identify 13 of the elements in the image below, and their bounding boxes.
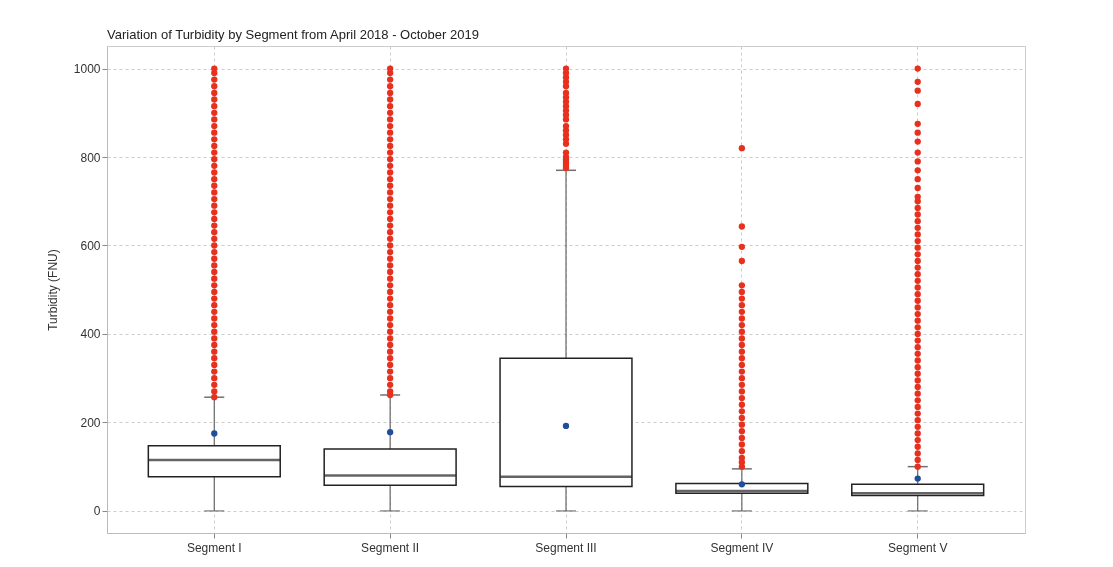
y-axis-title: Turbidity (FNU)	[45, 249, 60, 331]
chart-title: Variation of Turbidity by Segment from April 2018 - October 2019	[107, 27, 479, 42]
x-tick-label: Segment V	[888, 540, 948, 555]
y-tick-label: 200	[80, 415, 101, 430]
y-tick-label: 0	[93, 504, 101, 519]
y-tick-label: 400	[80, 327, 101, 342]
x-tick-label: Segment IV	[710, 540, 774, 555]
y-tick-label: 800	[80, 150, 101, 165]
x-tick-label: Segment I	[186, 540, 242, 555]
x-tick-label: Segment II	[361, 540, 420, 555]
y-tick-label: 600	[80, 238, 101, 253]
x-tick-label: Segment III	[535, 540, 597, 555]
y-tick-label: 1000	[73, 62, 101, 77]
